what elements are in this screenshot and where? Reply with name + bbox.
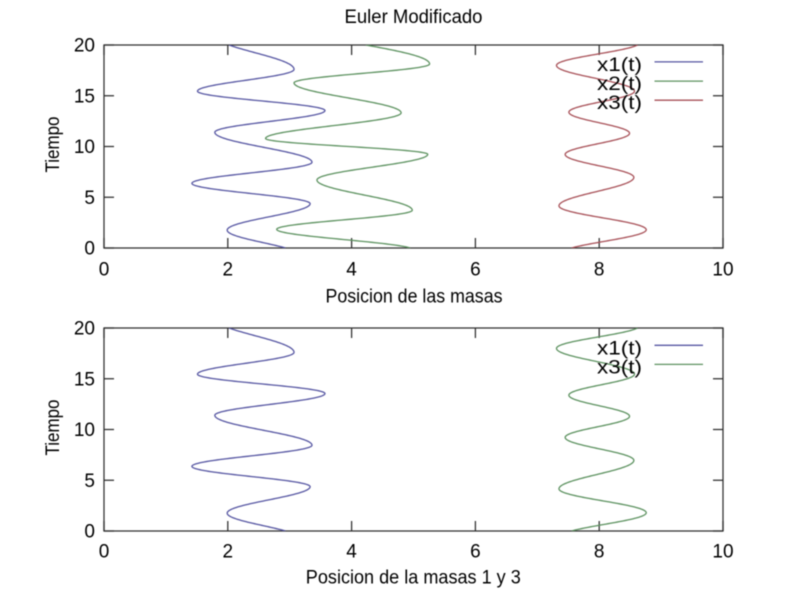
- svg-text:10: 10: [74, 420, 95, 441]
- svg-text:2: 2: [223, 260, 234, 281]
- svg-text:0: 0: [84, 239, 95, 260]
- svg-text:6: 6: [470, 542, 481, 563]
- svg-text:10: 10: [712, 542, 733, 563]
- svg-text:x2(t): x2(t): [597, 74, 642, 95]
- svg-text:20: 20: [74, 36, 95, 57]
- svg-text:Tiempo: Tiempo: [43, 400, 64, 456]
- svg-text:Tiempo: Tiempo: [43, 117, 64, 173]
- svg-text:8: 8: [594, 542, 605, 563]
- svg-text:5: 5: [84, 471, 95, 492]
- svg-text:4: 4: [346, 542, 357, 563]
- svg-text:0: 0: [84, 522, 95, 543]
- svg-text:10: 10: [712, 260, 733, 281]
- svg-text:4: 4: [346, 260, 357, 281]
- svg-text:2: 2: [223, 542, 234, 563]
- svg-text:x3(t): x3(t): [597, 93, 642, 114]
- svg-text:8: 8: [594, 260, 605, 281]
- svg-text:Posicion de la masas 1 y 3: Posicion de la masas 1 y 3: [306, 567, 521, 588]
- svg-text:Posicion de las masas: Posicion de las masas: [326, 287, 503, 308]
- svg-text:0: 0: [99, 260, 110, 281]
- svg-text:0: 0: [99, 542, 110, 563]
- svg-text:20: 20: [74, 319, 95, 340]
- svg-text:x1(t): x1(t): [597, 338, 642, 359]
- svg-text:15: 15: [74, 86, 95, 107]
- svg-text:10: 10: [74, 137, 95, 158]
- svg-text:15: 15: [74, 369, 95, 390]
- svg-text:x3(t): x3(t): [597, 357, 642, 378]
- svg-text:5: 5: [84, 188, 95, 209]
- svg-text:x1(t): x1(t): [597, 55, 642, 76]
- svg-text:Euler Modificado: Euler Modificado: [345, 7, 483, 28]
- svg-text:6: 6: [470, 260, 481, 281]
